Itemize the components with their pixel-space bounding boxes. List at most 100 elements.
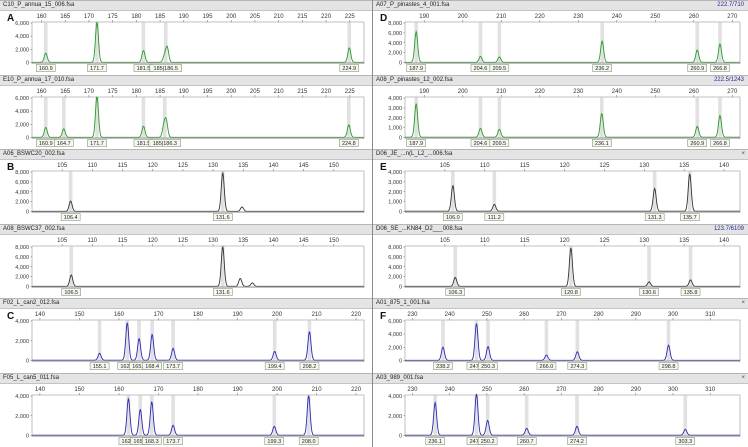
allele-label-box — [644, 213, 665, 221]
allele-bin — [599, 97, 604, 137]
x-tick-label: 250 — [650, 14, 661, 20]
x-tick-label: 105 — [440, 163, 451, 169]
x-tick-label: 225 — [345, 89, 356, 95]
panel-filename: A08_BSWC37_002.fsa — [3, 225, 65, 232]
x-tick-label: 250 — [650, 89, 661, 95]
panel-title-bar[interactable]: D06_SE_...KN84_D2___008.fsa 123.7/6109 — [373, 223, 748, 235]
allele-label: 111.2 — [488, 215, 501, 221]
allele-label: 106.3 — [448, 290, 462, 296]
x-tick-label: 200 — [458, 89, 469, 95]
allele-label: 135.8 — [684, 290, 698, 296]
plot-frame — [404, 21, 741, 64]
trace-panel: C10_P_annua_15_006.fsa A 160 165 170 175 180 18… — [0, 0, 372, 75]
allele-bin — [141, 97, 146, 137]
x-tick-label: 220 — [535, 14, 546, 20]
x-tick-label: 140 — [35, 312, 46, 318]
allele-label: 238.2 — [436, 364, 450, 370]
allele-bin — [171, 320, 175, 361]
allele-label: 274.3 — [570, 364, 584, 370]
x-tick-label: 110 — [88, 163, 98, 169]
plot-frame — [404, 319, 741, 362]
close-icon[interactable]: × — [741, 374, 745, 381]
plot-frame — [404, 96, 741, 139]
panel-title-bar[interactable]: F05_L_can5_011.fsa — [0, 372, 372, 384]
x-tick-label: 120 — [560, 238, 571, 244]
allele-bin — [486, 320, 490, 361]
panel-title-bar[interactable]: A08_BSWC37_002.fsa — [0, 223, 372, 235]
panel-title-bar[interactable]: A03_989_001.fsa × — [373, 372, 748, 384]
allele-label-box — [54, 138, 74, 147]
allele-bin — [149, 395, 154, 435]
panel-title-bar[interactable]: E10_P_annua_17_010.fsa — [0, 74, 372, 86]
y-tick-label: 0 — [399, 210, 402, 216]
x-tick-label: 145 — [299, 163, 310, 169]
x-tick-label: 140 — [719, 238, 730, 244]
allele-label: 135.7 — [683, 215, 697, 221]
allele-label-box — [489, 138, 510, 147]
panel-title-bar[interactable]: C10_P_annua_15_006.fsa — [0, 0, 372, 11]
panel-title-bar[interactable]: D06_JE_...n(L_L2_...006.fsa × — [373, 149, 748, 160]
allele-label-box — [443, 213, 463, 221]
column-divider[interactable] — [372, 0, 373, 447]
electropherogram-chart: 190 200 210 220 230 240 250 260 270 0 1,000 2,000 3,… — [388, 89, 741, 147]
allele-label: 199.4 — [268, 364, 282, 370]
allele-label-box — [592, 138, 612, 147]
allele-bin — [687, 171, 692, 212]
allele-bin — [69, 246, 74, 286]
panel-title-bar[interactable]: A08_P_pinastes_12_002.fsa 222.5/1243 — [373, 74, 748, 86]
allele-bin — [171, 395, 175, 435]
x-tick-label: 190 — [419, 14, 430, 20]
panel-title-bar[interactable]: F02_L_can2_012.fsa — [0, 298, 372, 309]
x-tick-label: 300 — [668, 387, 679, 393]
trace-line — [405, 30, 740, 63]
panel-filename: F05_L_can5_011.fsa — [3, 374, 59, 381]
allele-label: 187.9 — [409, 141, 423, 147]
allele-label-box — [298, 436, 319, 445]
trace-line — [405, 323, 740, 361]
x-tick-label: 170 — [84, 89, 95, 95]
y-tick-label: 0 — [26, 284, 29, 290]
x-tick-label: 120 — [560, 163, 571, 169]
allele-label: 208.0 — [302, 439, 316, 445]
x-tick-label: 190 — [233, 387, 244, 393]
panel-filename: A03_989_001.fsa — [376, 374, 424, 381]
y-tick-label: 8,000 — [15, 170, 29, 176]
x-tick-label: 220 — [321, 14, 332, 20]
panel-title-bar[interactable]: A01_875_1_001.fsa × — [373, 298, 748, 309]
allele-label-box — [142, 436, 162, 445]
panel-filename: A06_BSWC20_002.fsa — [3, 151, 65, 157]
x-tick-label: 310 — [705, 312, 716, 318]
panel-title-bar[interactable]: A07_P_pinastes_4_001.fsa 222.7/710 — [373, 0, 748, 11]
x-tick-label: 280 — [594, 312, 605, 318]
x-tick-label: 115 — [118, 238, 128, 244]
allele-label-box — [163, 436, 183, 445]
allele-label: 160.9 — [39, 66, 53, 72]
x-tick-label: 125 — [178, 238, 189, 244]
y-tick-label: 4,000 — [388, 41, 402, 47]
allele-label: 162.4 — [122, 439, 136, 445]
x-tick-label: 180 — [193, 312, 204, 318]
y-tick-label: 2,000 — [388, 274, 402, 280]
x-tick-label: 260 — [689, 14, 700, 20]
x-tick-label: 210 — [312, 312, 323, 318]
allele-bin — [220, 246, 225, 286]
y-tick-label: 0 — [26, 210, 29, 216]
close-icon[interactable]: × — [741, 300, 745, 306]
allele-label-box — [680, 287, 701, 296]
allele-bin — [307, 320, 312, 361]
close-icon[interactable]: × — [741, 151, 745, 157]
panel-title-bar[interactable]: A06_BSWC20_002.fsa — [0, 149, 372, 160]
y-tick-label: 2,000 — [388, 345, 402, 351]
allele-label: 173.7 — [166, 364, 180, 370]
allele-label: 266.0 — [540, 364, 554, 370]
y-tick-label: 6,000 — [15, 254, 29, 260]
x-tick-label: 190 — [179, 14, 190, 20]
allele-label-box — [87, 64, 107, 72]
x-tick-label: 160 — [36, 89, 47, 95]
allele-bin — [478, 22, 483, 63]
x-tick-label: 195 — [202, 14, 213, 20]
x-tick-label: 180 — [131, 14, 142, 20]
trace-line — [405, 173, 740, 212]
y-tick-label: 6,000 — [388, 254, 402, 260]
y-tick-label: 2,000 — [15, 413, 29, 419]
